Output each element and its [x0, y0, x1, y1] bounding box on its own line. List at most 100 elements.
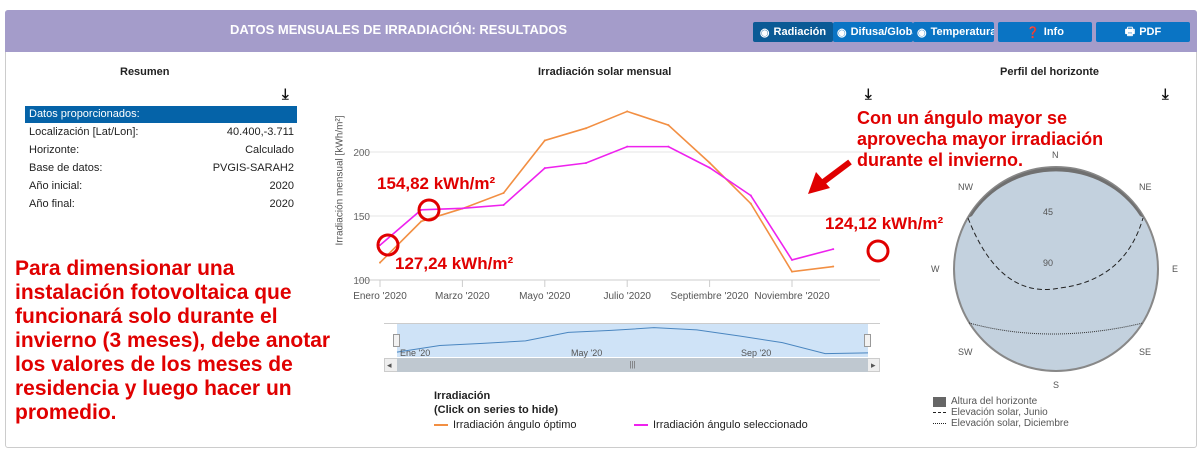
data-point	[502, 203, 505, 206]
navigator-handle-right[interactable]	[864, 334, 871, 347]
series-line-1[interactable]	[379, 145, 834, 261]
data-point	[585, 162, 587, 165]
series-line-0[interactable]	[379, 110, 834, 273]
page-title: DATOS MENSUALES DE IRRADIACIÓN: RESULTAD…	[230, 22, 568, 37]
ring-label-90: 90	[1043, 258, 1054, 268]
legend-item-seleccionado[interactable]: Irradiación ángulo seleccionado	[634, 419, 808, 431]
arrow-head-icon	[808, 172, 830, 194]
table-header: Datos proporcionados:	[25, 106, 297, 123]
legend-item-optimo[interactable]: Irradiación ángulo óptimo	[434, 419, 577, 431]
navigator-line	[396, 327, 869, 355]
scroll-right-icon[interactable]: ▸	[871, 360, 876, 370]
row-label: Localización [Lat/Lon]:	[29, 126, 139, 138]
temperatura-button[interactable]: ◉ Temperatura	[913, 22, 994, 42]
table-row: Localización [Lat/Lon]: 40.400,-3.711	[25, 123, 297, 141]
legend-swatch	[434, 424, 448, 426]
data-point	[461, 207, 464, 210]
row-label: Horizonte:	[29, 144, 80, 156]
compass-nw: NW	[958, 182, 973, 192]
highlight-circle-feb	[417, 198, 441, 222]
navigator-label: May '20	[571, 348, 603, 358]
scrollbar-thumb[interactable]: |||	[397, 358, 868, 372]
data-point	[420, 208, 423, 211]
horizon-height-area	[968, 167, 1144, 218]
data-point	[626, 145, 629, 148]
legend-title: Irradiación	[434, 390, 491, 402]
info-button[interactable]: ❓ Info	[998, 22, 1092, 42]
download-icon[interactable]: ⤓	[865, 86, 872, 103]
navigator-label: Ene '20	[400, 348, 431, 358]
row-value: 2020	[269, 180, 294, 192]
legend-swatch	[933, 412, 946, 413]
x-tick-label: Julio '2020	[603, 291, 651, 302]
horizon-legend-item: Elevación solar, Diciembre	[933, 418, 1069, 429]
download-icon[interactable]: ⤓	[282, 86, 289, 103]
x-tick-label: Septiembre '2020	[671, 291, 750, 302]
data-point	[502, 191, 505, 194]
table-row: Base de datos: PVGIS-SARAH2	[25, 159, 297, 177]
legend-subtitle: (Click on series to hide)	[434, 404, 559, 416]
table-row: Horizonte: Calculado	[25, 141, 297, 159]
data-point	[791, 270, 793, 273]
row-value: Calculado	[245, 144, 294, 156]
data-point	[832, 265, 835, 268]
download-icon[interactable]: ⤓	[1162, 86, 1169, 103]
compass-e: E	[1172, 264, 1179, 274]
data-point	[420, 220, 423, 223]
annotation-left: Para dimensionar una instalación fotovol…	[15, 257, 331, 424]
data-point	[667, 124, 670, 127]
x-tick-label: Mayo '2020	[519, 291, 571, 302]
legend-swatch	[933, 423, 946, 424]
annotation-right: Con un ángulo mayor se aprovecha mayor i…	[857, 108, 1104, 170]
table-row: Año final: 2020	[25, 195, 297, 213]
scroll-left-icon[interactable]: ◂	[387, 360, 392, 370]
row-label: Año final:	[29, 198, 75, 210]
data-point	[543, 167, 546, 170]
difusa-global-button[interactable]: ◉Difusa/Global	[833, 22, 913, 42]
eye-icon: ◉	[759, 26, 770, 39]
chart-title: Irradiación solar mensual	[538, 66, 672, 78]
horizon-title: Perfil del horizonte	[1000, 66, 1100, 78]
eye-icon: ◉	[837, 26, 847, 39]
compass-s: S	[1053, 380, 1060, 390]
data-point	[667, 145, 670, 148]
navigator-label: Sep '20	[741, 348, 772, 358]
data-point	[585, 127, 587, 130]
horizon-legend-item: Elevación solar, Junio	[933, 407, 1048, 418]
ring-label-45: 45	[1043, 207, 1054, 217]
highlight-circle-dec	[866, 239, 890, 263]
navigator-handle-left[interactable]	[393, 334, 400, 347]
annotation-feb: 154,82 kWh/m²	[377, 174, 496, 193]
highlight-circle-jan	[376, 233, 400, 257]
compass-n: N	[1052, 150, 1059, 160]
annotation-jan: 127,24 kWh/m²	[395, 254, 514, 273]
data-point	[626, 110, 629, 113]
summary-table: Datos proporcionados: Localización [Lat/…	[25, 106, 297, 213]
x-tick-label: Marzo '2020	[435, 291, 490, 302]
y-tick-label: 100	[353, 276, 370, 287]
sky-dome	[953, 166, 1159, 372]
table-row: Año inicial: 2020	[25, 177, 297, 195]
compass-ne: NE	[1139, 182, 1152, 192]
compass-w: W	[931, 264, 940, 274]
pdf-button[interactable]: 🖶 PDF	[1096, 22, 1190, 42]
row-value: 2020	[269, 198, 294, 210]
horizon-legend-item: Altura del horizonte	[933, 396, 1037, 407]
compass-se: SE	[1139, 347, 1152, 357]
compass-sw: SW	[958, 347, 973, 357]
row-value: 40.400,-3.711	[226, 126, 294, 138]
x-tick-label: Enero '2020	[353, 291, 407, 302]
arrow-icon	[820, 159, 852, 186]
radiacion-button[interactable]: ◉ Radiación	[753, 22, 833, 42]
legend-swatch	[933, 396, 946, 407]
printer-icon: 🖶	[1124, 25, 1136, 38]
data-point	[749, 194, 752, 197]
x-tick-label: Noviembre '2020	[754, 291, 830, 302]
row-label: Base de datos:	[29, 162, 103, 174]
question-circle-icon: ❓	[1026, 26, 1040, 39]
summary-title: Resumen	[120, 66, 170, 78]
navigator-top	[384, 323, 880, 324]
